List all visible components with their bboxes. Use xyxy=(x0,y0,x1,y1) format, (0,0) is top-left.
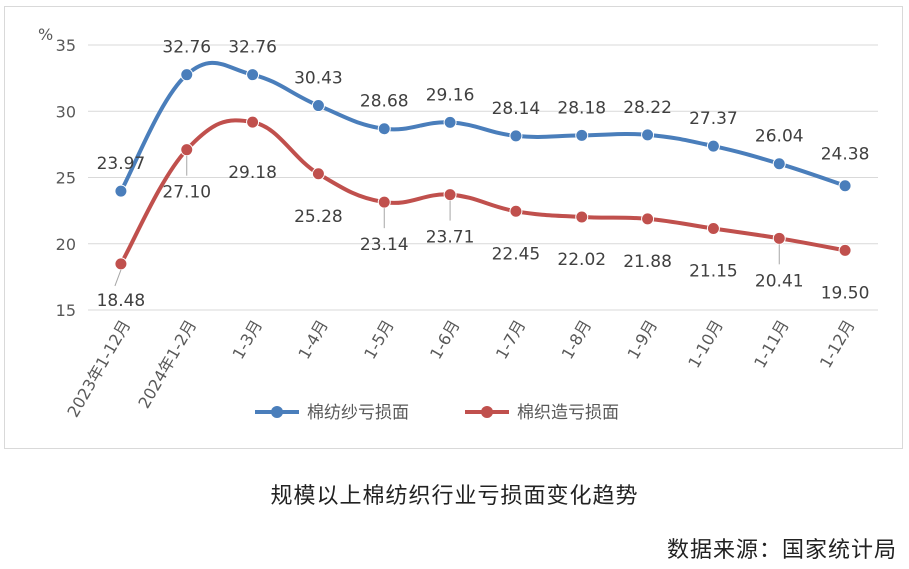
chart-caption: 规模以上棉纺织行业亏损面变化趋势 xyxy=(270,484,639,509)
y-tick-label: 25 xyxy=(56,169,76,188)
data-point xyxy=(114,184,128,198)
data-label: 22.02 xyxy=(557,250,606,270)
data-label: 26.04 xyxy=(755,127,804,147)
x-tick-label: 1-9月 xyxy=(624,317,662,363)
data-label: 20.41 xyxy=(755,271,804,291)
data-point xyxy=(246,115,260,129)
data-point xyxy=(706,139,720,153)
x-tick-label: 1-12月 xyxy=(816,317,859,372)
data-label: 23.14 xyxy=(360,235,409,255)
data-label: 32.76 xyxy=(162,38,211,58)
data-label: 28.22 xyxy=(623,98,672,118)
data-label: 32.76 xyxy=(228,38,277,58)
data-label: 19.50 xyxy=(821,283,870,303)
x-tick-label: 1-6月 xyxy=(426,317,464,363)
series-line xyxy=(119,118,846,265)
data-point xyxy=(838,243,852,257)
data-label: 23.71 xyxy=(426,228,475,248)
data-source: 数据来源：国家统计局 xyxy=(666,538,897,563)
data-label: 28.14 xyxy=(492,99,541,119)
data-point xyxy=(180,68,194,82)
legend-marker xyxy=(271,406,283,418)
x-tick-label: 1-7月 xyxy=(492,317,530,363)
data-label: 21.15 xyxy=(689,262,738,282)
data-point xyxy=(575,210,589,224)
x-tick-label: 1-3月 xyxy=(229,317,267,363)
data-label: 29.16 xyxy=(426,85,475,105)
x-tick-label: 1-11月 xyxy=(750,317,793,372)
data-point xyxy=(246,68,260,82)
data-label: 27.10 xyxy=(162,183,211,203)
data-label: 30.43 xyxy=(294,69,343,89)
data-point xyxy=(838,179,852,193)
data-point xyxy=(509,129,523,143)
data-point xyxy=(772,231,786,245)
data-point xyxy=(311,99,325,113)
data-point xyxy=(772,157,786,171)
data-point xyxy=(114,257,128,271)
data-label: 23.97 xyxy=(97,154,146,174)
line-chart: 15 20 25 30 35% 2023年1-12月 2024年1-2月 1-3月 1-4月 1-… xyxy=(38,25,878,423)
data-label: 24.38 xyxy=(821,145,870,165)
y-tick-label: 15 xyxy=(56,301,76,320)
data-point xyxy=(575,128,589,142)
data-point xyxy=(377,122,391,136)
x-tick-label: 2023年1-12月 xyxy=(63,317,134,421)
legend-label: 棉织造亏损面 xyxy=(517,403,619,423)
x-tick-label: 2024年1-2月 xyxy=(134,317,200,412)
legend-label: 棉纺纱亏损面 xyxy=(307,403,409,423)
data-label: 21.88 xyxy=(623,252,672,272)
data-point xyxy=(443,188,457,202)
data-label: 18.48 xyxy=(97,291,146,311)
label-leader xyxy=(114,269,122,287)
data-point xyxy=(311,167,325,181)
data-label: 27.37 xyxy=(689,109,738,129)
legend-marker xyxy=(481,406,493,418)
data-point xyxy=(443,115,457,129)
x-tick-label: 1-5月 xyxy=(360,317,398,363)
data-label: 29.18 xyxy=(228,163,277,183)
y-tick-label: 20 xyxy=(56,235,76,254)
data-label: 22.45 xyxy=(492,244,541,264)
x-tick-label: 1-4月 xyxy=(294,317,332,363)
data-point xyxy=(509,204,523,218)
data-point xyxy=(641,212,655,226)
x-tick-label: 1-10月 xyxy=(684,317,727,372)
data-point xyxy=(641,128,655,142)
data-label: 25.28 xyxy=(294,207,343,227)
data-label: 28.18 xyxy=(557,98,606,118)
y-tick-label: 35 xyxy=(56,36,76,55)
y-tick-label: 30 xyxy=(56,102,76,121)
data-point xyxy=(706,222,720,236)
y-axis-unit: % xyxy=(38,25,53,44)
data-point xyxy=(180,143,194,157)
data-label: 28.68 xyxy=(360,92,409,112)
chart-frame xyxy=(4,6,903,449)
data-point xyxy=(377,195,391,209)
x-tick-label: 1-8月 xyxy=(558,317,596,363)
